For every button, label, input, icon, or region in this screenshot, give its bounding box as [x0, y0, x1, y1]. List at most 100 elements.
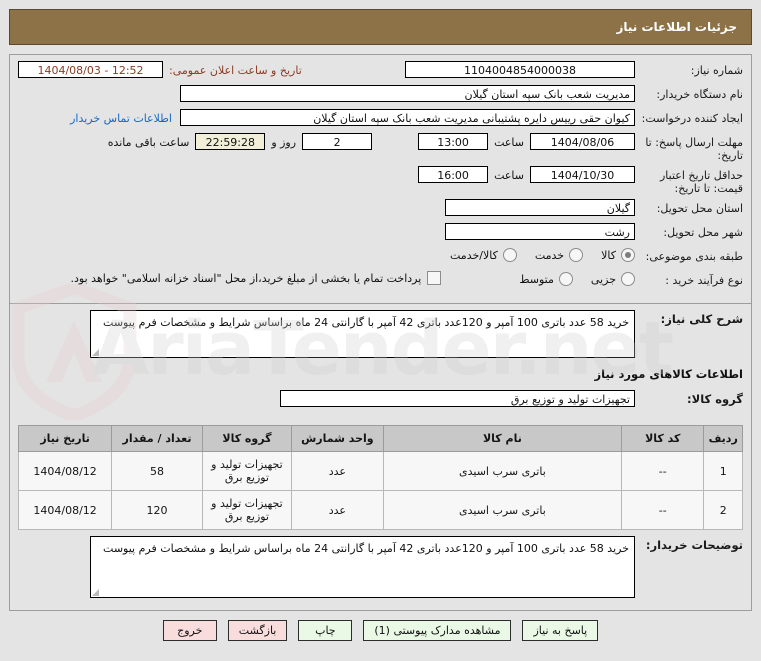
deadline-time-value: 13:00 — [418, 133, 489, 150]
row-city: شهر محل تحویل: رشت — [18, 223, 743, 243]
table-row[interactable]: 1 -- باتری سرب اسیدی عدد تجهیزات تولید و… — [17, 451, 743, 491]
radio-classification-goods-service[interactable]: کالا/خدمت — [450, 248, 517, 262]
cell-group: تجهیزات تولید و توزیع برق — [201, 490, 293, 530]
row-buyer-notes: توضیحات خریدار: خرید 58 عدد باتری 100 آم… — [18, 536, 743, 598]
radio-label: متوسط — [519, 272, 554, 286]
row-requester: ایجاد کننده درخواست: کیوان حقی رییس دایر… — [18, 109, 743, 129]
city-label: شهر محل تحویل: — [663, 226, 743, 239]
table-row[interactable]: 2 -- باتری سرب اسیدی عدد تجهیزات تولید و… — [17, 490, 743, 530]
need-summary-section: شرح کلی نیاز: خرید 58 عدد باتری 100 آمپر… — [10, 303, 751, 422]
goods-table-head: ردیف کد کالا نام کالا واحد شمارش گروه کا… — [17, 425, 743, 452]
exit-button[interactable]: خروج — [162, 620, 217, 641]
col-name: نام کالا — [382, 425, 623, 452]
process-type-radio-group: جزیی متوسط — [501, 271, 635, 286]
need-summary-textarea[interactable]: خرید 58 عدد باتری 100 آمپر و 120عدد باتر… — [90, 310, 635, 358]
cell-name: باتری سرب اسیدی — [382, 451, 623, 491]
row-classification: طبقه بندی موضوعی: کالا خدمت کالا/خدمت — [18, 247, 743, 267]
radio-process-medium[interactable]: متوسط — [519, 272, 573, 286]
radio-classification-service[interactable]: خدمت — [534, 248, 584, 262]
deadline-date-value: 1404/08/06 — [530, 133, 635, 150]
public-announce-value: 12:52 - 1404/08/03 — [18, 61, 163, 78]
col-group: گروه کالا — [201, 425, 293, 452]
attachments-button[interactable]: مشاهده مدارک پیوستی (1) — [363, 620, 512, 641]
radio-label: کالا/خدمت — [450, 248, 498, 262]
col-code: کد کالا — [621, 425, 705, 452]
page-title: جزئیات اطلاعات نیاز — [616, 20, 737, 34]
footer-button-bar: پاسخ به نیاز مشاهده مدارک پیوستی (1) چاپ… — [9, 620, 752, 641]
classification-radio-group: کالا خدمت کالا/خدمت — [432, 247, 635, 262]
province-label: استان محل تحویل: — [656, 202, 743, 215]
cell-need-date: 1404/08/12 — [17, 490, 113, 530]
city-value: رشت — [445, 223, 635, 240]
requester-label: ایجاد کننده درخواست: — [641, 112, 743, 125]
goods-table-body: 1 -- باتری سرب اسیدی عدد تجهیزات تولید و… — [17, 451, 743, 530]
price-validity-time-value: 16:00 — [418, 166, 489, 183]
goods-group-label: گروه کالا: — [687, 392, 743, 406]
checkbox-islamic-treasury[interactable]: پرداخت تمام یا بخشی از مبلغ خرید،از محل … — [71, 271, 442, 285]
radio-button-icon[interactable] — [621, 272, 635, 286]
row-buyer-org: نام دستگاه خریدار: مدیریت شعب بانک سپه ا… — [18, 85, 743, 105]
goods-group-value: تجهیزات تولید و توزیع برق — [280, 390, 635, 407]
table-header-row: ردیف کد کالا نام کالا واحد شمارش گروه کا… — [17, 425, 743, 452]
buyer-contact-link[interactable]: اطلاعات تماس خریدار — [70, 112, 172, 125]
cell-group: تجهیزات تولید و توزیع برق — [201, 451, 293, 491]
buyer-notes-label: توضیحات خریدار: — [645, 538, 743, 552]
buyer-org-label: نام دستگاه خریدار: — [656, 88, 743, 101]
col-unit: واحد شمارش — [291, 425, 384, 452]
radio-button-icon[interactable] — [558, 272, 573, 286]
row-deadline: مهلت ارسال پاسخ: تا تاریخ: 1404/08/06 سا… — [18, 133, 743, 162]
cell-need-date: 1404/08/12 — [17, 451, 113, 491]
price-validity-hour-label: ساعت — [494, 169, 524, 182]
buyer-notes-section: توضیحات خریدار: خرید 58 عدد باتری 100 آم… — [10, 536, 751, 610]
col-quantity: تعداد / مقدار — [111, 425, 203, 452]
process-type-label: نوع فرآیند خرید : — [665, 274, 743, 287]
radio-classification-goods[interactable]: کالا — [601, 248, 635, 262]
print-button[interactable]: چاپ — [298, 620, 353, 641]
col-index: ردیف — [703, 425, 743, 452]
respond-button[interactable]: پاسخ به نیاز — [522, 620, 599, 641]
islamic-treasury-note: پرداخت تمام یا بخشی از مبلغ خرید،از محل … — [70, 271, 422, 285]
cell-code: -- — [621, 490, 705, 530]
cell-unit: عدد — [291, 490, 384, 530]
general-info-section: شماره نیاز: 1104004854000038 تاریخ و ساع… — [10, 55, 751, 303]
remaining-clock-value: 22:59:28 — [195, 133, 266, 150]
row-goods-group: گروه کالا: تجهیزات تولید و توزیع برق — [18, 390, 743, 410]
cell-quantity: 120 — [111, 490, 203, 530]
radio-button-icon[interactable] — [502, 248, 517, 262]
page-header: جزئیات اطلاعات نیاز — [9, 9, 752, 45]
remaining-days-value: 2 — [302, 133, 373, 150]
row-need-summary: شرح کلی نیاز: خرید 58 عدد باتری 100 آمپر… — [18, 310, 743, 358]
back-button[interactable]: بازگشت — [227, 620, 288, 641]
classification-label: طبقه بندی موضوعی: — [645, 250, 743, 263]
need-summary-label: شرح کلی نیاز: — [660, 312, 743, 326]
goods-section-title: اطلاعات کالاهای مورد نیاز — [594, 367, 743, 381]
row-province: استان محل تحویل: گیلان — [18, 199, 743, 219]
details-panel: شماره نیاز: 1104004854000038 تاریخ و ساع… — [9, 54, 752, 611]
radio-button-icon[interactable] — [569, 248, 584, 262]
need-number-label: شماره نیاز: — [690, 64, 743, 77]
remaining-clock-label: ساعت باقی مانده — [107, 136, 190, 149]
cell-unit: عدد — [291, 451, 384, 491]
goods-table: ردیف کد کالا نام کالا واحد شمارش گروه کا… — [17, 425, 743, 530]
cell-index: 1 — [703, 451, 743, 491]
price-validity-label: حداقل تاریخ اعتبار قیمت: تا تاریخ: — [659, 169, 743, 195]
province-value: گیلان — [445, 199, 635, 216]
cell-quantity: 58 — [111, 451, 203, 491]
public-announce-label: تاریخ و ساعت اعلان عمومی: — [169, 64, 302, 77]
radio-label: کالا — [601, 248, 616, 262]
price-validity-date-value: 1404/10/30 — [530, 166, 635, 183]
checkbox-icon[interactable] — [427, 271, 442, 285]
row-need-number: شماره نیاز: 1104004854000038 تاریخ و ساع… — [18, 61, 743, 81]
radio-label: جزیی — [590, 272, 616, 286]
radio-label: خدمت — [534, 248, 565, 262]
need-number-value: 1104004854000038 — [405, 61, 635, 78]
radio-process-minor[interactable]: جزیی — [591, 272, 635, 286]
cell-index: 2 — [703, 490, 743, 530]
goods-table-wrap: ردیف کد کالا نام کالا واحد شمارش گروه کا… — [10, 422, 751, 536]
cell-name: باتری سرب اسیدی — [382, 490, 623, 530]
deadline-label: مهلت ارسال پاسخ: تا تاریخ: — [645, 136, 743, 162]
buyer-notes-textarea[interactable]: خرید 58 عدد باتری 100 آمپر و 120عدد باتر… — [90, 536, 635, 598]
radio-button-icon[interactable] — [621, 248, 635, 262]
requester-value: کیوان حقی رییس دایره پشتیبانی مدیریت شعب… — [180, 109, 635, 126]
row-process-type: نوع فرآیند خرید : جزیی متوسط پرداخت تمام… — [18, 271, 743, 291]
